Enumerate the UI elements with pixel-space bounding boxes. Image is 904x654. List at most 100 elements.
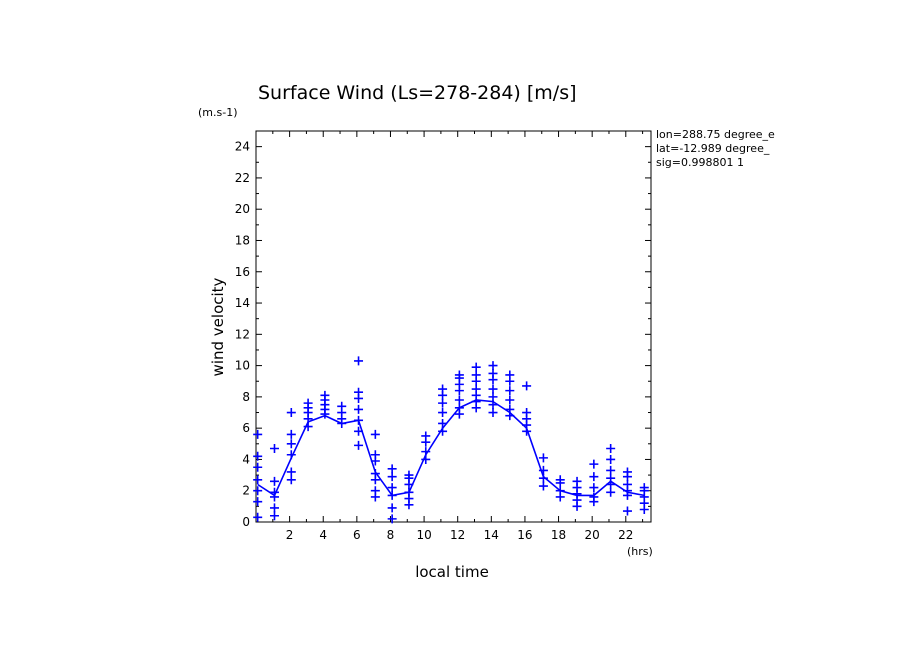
data-point [354, 404, 364, 414]
x-unit-label: (hrs) [627, 545, 653, 558]
data-point [572, 476, 582, 486]
data-point [438, 408, 448, 418]
data-point [269, 487, 279, 497]
annotation-lat: lat=-12.989 degree_ [656, 142, 770, 155]
data-point [286, 467, 296, 477]
y-tick-label: 8 [242, 390, 250, 404]
mean-line [257, 399, 645, 497]
y-tick-label: 0 [242, 515, 250, 529]
data-point [370, 450, 380, 460]
data-point [488, 368, 498, 378]
data-point [320, 390, 330, 400]
data-point [505, 386, 515, 396]
y-tick-label: 4 [242, 452, 250, 466]
y-tick-label: 20 [235, 202, 250, 216]
data-point [286, 408, 296, 418]
data-point [421, 454, 431, 464]
x-tick-label: 2 [286, 528, 294, 542]
data-point [555, 475, 565, 485]
data-point [488, 408, 498, 418]
data-point [370, 486, 380, 496]
data-point [387, 483, 397, 493]
data-point [606, 454, 616, 464]
data-point [606, 465, 616, 475]
data-point [589, 472, 599, 482]
data-point [639, 483, 649, 493]
data-point [269, 476, 279, 486]
data-point [606, 443, 616, 453]
data-point [253, 486, 263, 496]
data-point [606, 473, 616, 483]
data-point [354, 440, 364, 450]
data-point [303, 398, 313, 408]
data-point [488, 400, 498, 410]
data-point [555, 486, 565, 496]
x-tick-label: 14 [484, 528, 499, 542]
data-point [538, 453, 548, 463]
data-point [471, 384, 481, 394]
data-point [438, 398, 448, 408]
x-tick-label: 20 [585, 528, 600, 542]
data-point [589, 492, 599, 502]
data-point [488, 361, 498, 371]
data-point [538, 465, 548, 475]
annotation-sig: sig=0.998801 1 [656, 156, 744, 169]
data-point [286, 450, 296, 460]
y-axis-title: wind velocity [209, 277, 227, 376]
y-tick-label: 2 [242, 484, 250, 498]
plot-frame [255, 130, 652, 523]
data-point [253, 512, 263, 522]
data-point [438, 384, 448, 394]
x-tick-label: 4 [319, 528, 327, 542]
data-point [505, 404, 515, 414]
data-point [337, 401, 347, 411]
x-tick-label: 18 [551, 528, 566, 542]
x-tick-label: 16 [517, 528, 532, 542]
data-point [438, 418, 448, 428]
data-point [269, 443, 279, 453]
data-point [286, 475, 296, 485]
data-point [454, 370, 464, 380]
x-tick-label: 22 [618, 528, 633, 542]
data-point [622, 467, 632, 477]
data-point [269, 511, 279, 521]
data-point [505, 370, 515, 380]
data-point [488, 392, 498, 402]
data-point [606, 487, 616, 497]
data-point [387, 503, 397, 513]
data-point [421, 431, 431, 441]
data-point [303, 422, 313, 432]
data-point [370, 469, 380, 479]
data-point [505, 395, 515, 405]
data-point [370, 429, 380, 439]
data-point [471, 362, 481, 372]
data-point [404, 487, 414, 497]
data-point [538, 473, 548, 483]
data-point [387, 464, 397, 474]
data-point [387, 514, 397, 524]
y-tick-label: 6 [242, 421, 250, 435]
data-point [253, 497, 263, 507]
y-tick-label: 18 [235, 233, 250, 247]
data-point [286, 429, 296, 439]
data-point [387, 472, 397, 482]
chart-title: Surface Wind (Ls=278-284) [m/s] [258, 82, 577, 104]
data-point [421, 447, 431, 457]
y-unit-label: (m.s-1) [198, 106, 238, 119]
x-tick-label: 12 [450, 528, 465, 542]
data-point [286, 439, 296, 449]
data-point [622, 479, 632, 489]
data-point [253, 462, 263, 472]
y-tick-label: 10 [235, 359, 250, 373]
y-tick-label: 12 [235, 327, 250, 341]
data-point [522, 408, 532, 418]
data-point [354, 356, 364, 366]
data-point [253, 451, 263, 461]
x-tick-label: 6 [353, 528, 361, 542]
data-point [589, 459, 599, 469]
data-point [253, 429, 263, 439]
data-point [522, 381, 532, 391]
data-marks [253, 356, 649, 524]
data-point [454, 403, 464, 413]
